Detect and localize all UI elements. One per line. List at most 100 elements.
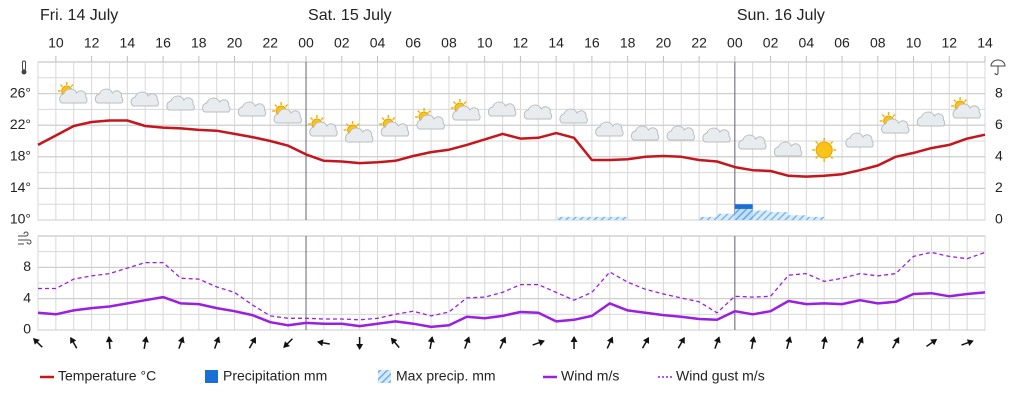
sun-ray	[815, 140, 819, 145]
x-tick-label: 08	[870, 35, 886, 51]
precip-bar	[770, 212, 789, 220]
weather-icon	[94, 88, 124, 104]
arrow-head	[105, 336, 113, 343]
weather-icon	[595, 121, 624, 137]
arrow-head	[213, 336, 221, 344]
y2-tick-label: 8	[995, 84, 1003, 100]
sun-ray	[953, 99, 957, 103]
weather-icon	[415, 108, 445, 130]
sun-ray	[963, 99, 968, 103]
wind-arrow	[926, 338, 938, 348]
legend-label: Temperature °C	[58, 368, 156, 384]
cloud	[595, 121, 624, 137]
legend-label: Wind m/s	[561, 368, 619, 384]
wind-arrow	[570, 336, 578, 349]
x-tick-label: 20	[227, 35, 243, 51]
weather-icon	[879, 112, 910, 134]
weather-icon	[523, 104, 553, 120]
sun-ray	[815, 155, 819, 160]
sun-ray	[70, 84, 74, 88]
x-tick-label: 10	[48, 35, 64, 51]
cloud	[166, 95, 195, 111]
x-tick-label: 16	[155, 35, 171, 51]
arrow-head	[33, 338, 40, 345]
cloud	[452, 105, 481, 121]
arrow-head	[714, 336, 721, 344]
cloud	[202, 97, 231, 113]
y-tick-label: 18°	[10, 148, 31, 164]
y-tick-label: 4	[23, 289, 31, 305]
x-tick-label: 10	[906, 35, 922, 51]
x-tick-label: 06	[405, 35, 421, 51]
sun	[815, 141, 833, 159]
sun-ray	[463, 101, 467, 105]
wind-arrow	[248, 336, 257, 349]
cloud	[845, 132, 874, 148]
wind-arrow	[499, 336, 507, 349]
y-tick-label: 22°	[10, 116, 31, 132]
arrow-head	[390, 337, 398, 345]
wind-arrow	[714, 336, 721, 349]
y2-tick-label: 2	[995, 179, 1003, 195]
wind-arrow	[33, 338, 43, 348]
wind-arrow	[463, 336, 471, 349]
x-tick-label: 12	[941, 35, 957, 51]
cloud	[916, 111, 946, 127]
wind-arrow	[213, 336, 221, 349]
weather-icon	[559, 108, 588, 124]
x-tick-label: 10	[477, 35, 493, 51]
arrow-head	[820, 336, 828, 343]
wind-arrow	[177, 336, 185, 349]
wind-arrow	[892, 336, 900, 349]
x-tick-label: 14	[977, 35, 993, 51]
cloud	[559, 108, 588, 124]
wind-arrow	[141, 336, 149, 350]
thermometer-icon	[21, 60, 27, 75]
arrow-head	[749, 336, 757, 343]
weather-icon	[343, 121, 374, 143]
day-label: Sat. 15 July	[308, 7, 392, 24]
sun-ray	[381, 117, 385, 121]
arrow-head	[177, 336, 185, 344]
precip-bar	[591, 216, 610, 220]
x-tick-label: 04	[370, 35, 386, 51]
sun-ray	[452, 101, 457, 105]
wind-arrow	[961, 339, 974, 346]
wind-arrow	[105, 336, 113, 350]
precip-bar	[556, 216, 575, 220]
cloud	[309, 121, 338, 137]
arrow-head	[678, 336, 685, 344]
arrow-head	[283, 341, 290, 348]
wind-arrow	[749, 336, 757, 350]
wind-arrow	[856, 336, 864, 349]
legend-swatch	[205, 370, 218, 383]
arrow-head	[607, 336, 614, 344]
sun-ray	[345, 123, 349, 127]
x-tick-label: 08	[441, 35, 457, 51]
umbrella-icon	[990, 59, 1006, 75]
weather-icon	[130, 91, 160, 107]
y2-tick-label: 6	[995, 116, 1003, 132]
weather-icon	[916, 111, 946, 127]
x-tick-label: 16	[584, 35, 600, 51]
precip-bar	[752, 210, 771, 220]
arrow-head	[70, 336, 77, 344]
cloud	[630, 125, 660, 141]
arrow-head	[930, 338, 938, 346]
x-tick-label: 18	[191, 35, 207, 51]
sun-ray	[356, 123, 360, 127]
day-label: Sun. 16 July	[737, 7, 825, 24]
legend-label: Max precip. mm	[396, 368, 496, 384]
y2-tick-label: 4	[995, 148, 1003, 164]
x-tick-label: 20	[656, 35, 672, 51]
series-line	[37, 119, 986, 178]
x-tick-label: 14	[120, 35, 136, 51]
sun-ray	[392, 117, 396, 121]
cloud	[773, 141, 803, 157]
legend-label: Wind gust m/s	[676, 368, 765, 384]
sun-ray	[320, 117, 324, 121]
weather-icon	[702, 127, 731, 143]
sun-ray	[417, 110, 421, 114]
arrow-head	[249, 336, 256, 344]
x-tick-label: 06	[834, 35, 850, 51]
